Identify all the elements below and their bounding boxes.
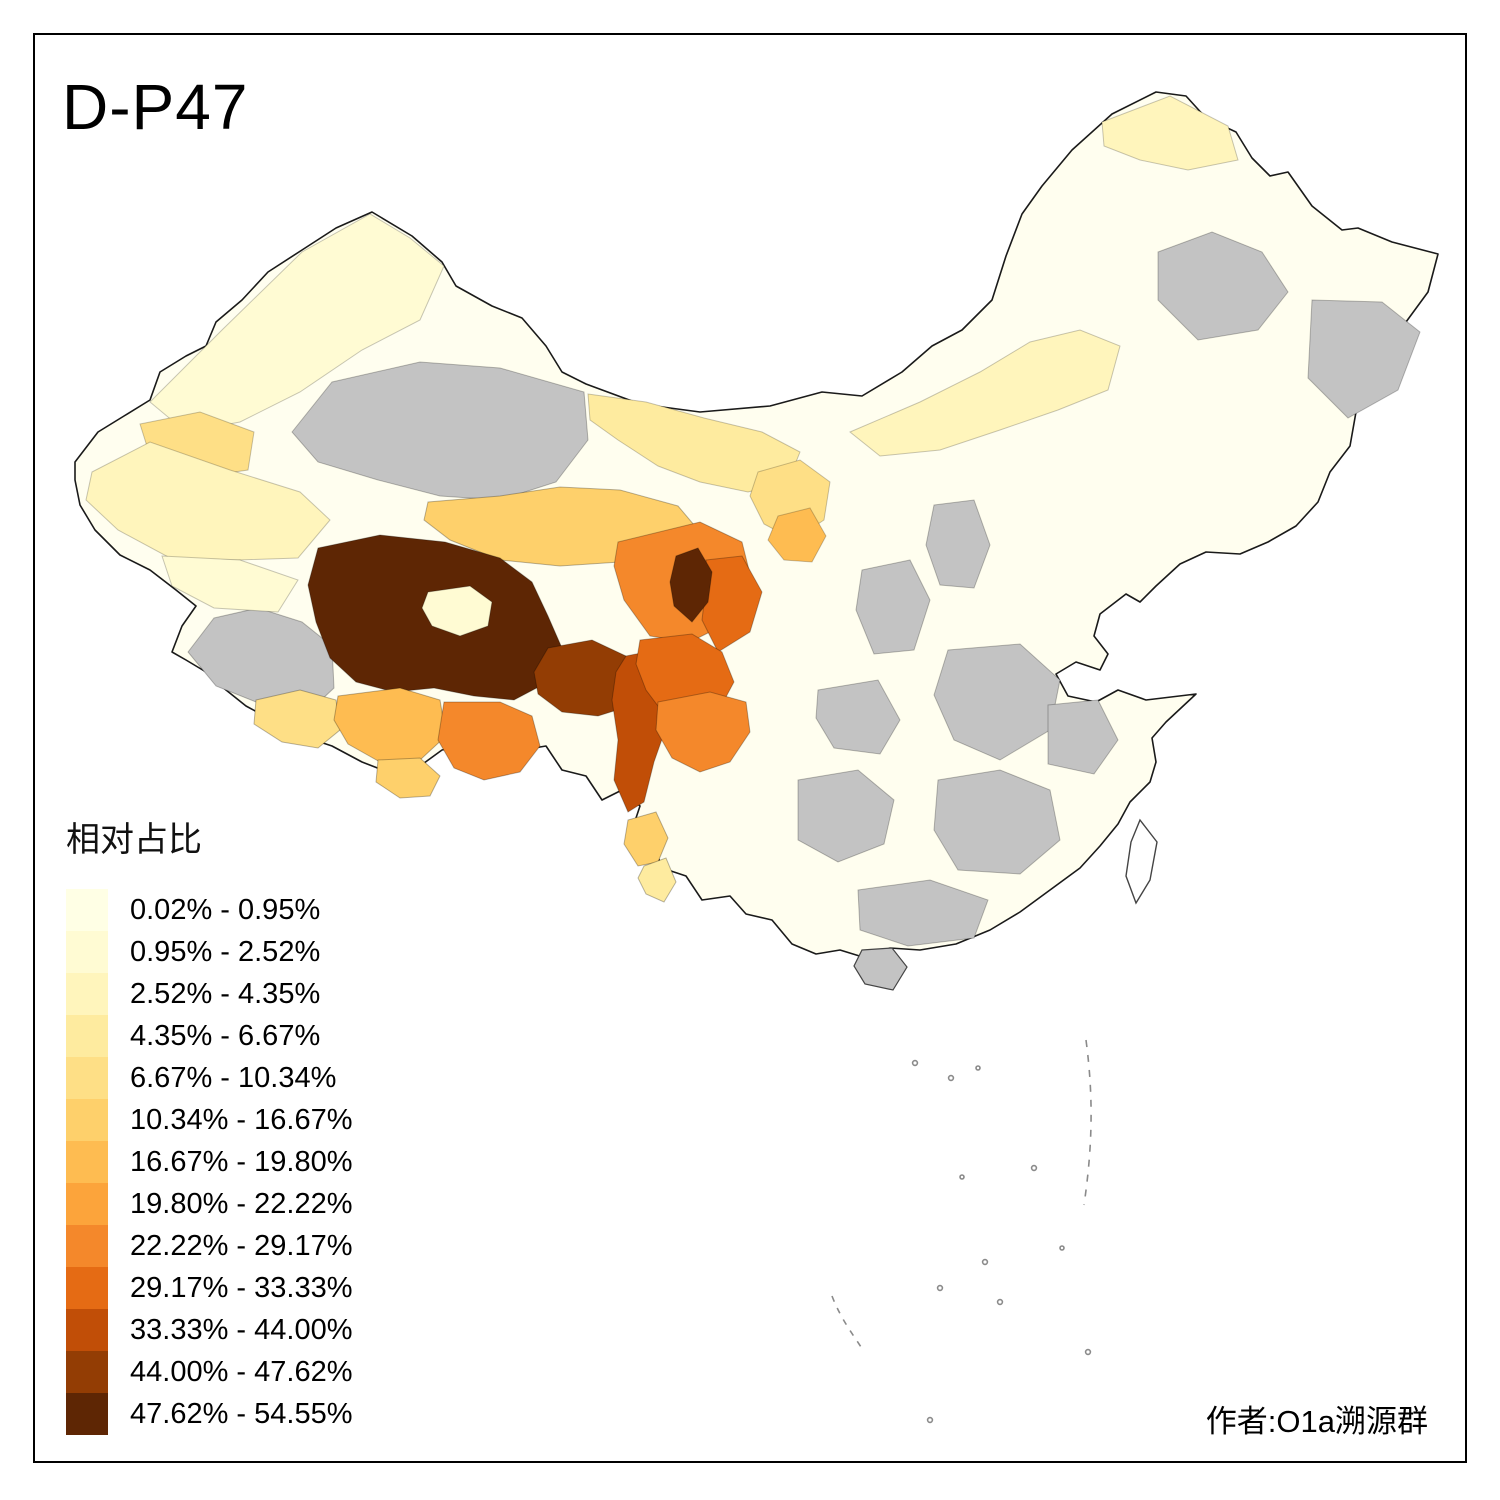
region-hotan bbox=[161, 555, 299, 613]
legend-swatch bbox=[66, 1309, 108, 1351]
region-chongqing-nodata bbox=[815, 679, 901, 755]
legend-swatch bbox=[66, 1141, 108, 1183]
region-tibet-west-nodata bbox=[187, 607, 335, 719]
legend-label: 16.67% - 19.80% bbox=[130, 1145, 353, 1178]
region-south-tibet-border bbox=[375, 757, 441, 799]
legend-item: 29.17% - 33.33% bbox=[66, 1267, 352, 1309]
legend-item: 10.34% - 16.67% bbox=[66, 1099, 352, 1141]
legend-item: 4.35% - 6.67% bbox=[66, 1015, 352, 1057]
scs-islet bbox=[975, 1065, 981, 1071]
taiwan-island bbox=[1125, 818, 1158, 905]
no-data-regions bbox=[187, 231, 1421, 947]
legend-item: 2.52% - 4.35% bbox=[66, 973, 352, 1015]
scs-islet bbox=[996, 1298, 1004, 1306]
legend-swatch bbox=[66, 1267, 108, 1309]
region-guangdong-nodata bbox=[857, 879, 989, 947]
legend-item: 6.67% - 10.34% bbox=[66, 1057, 352, 1099]
region-south-tibet-east bbox=[437, 701, 541, 781]
scs-islet bbox=[947, 1074, 955, 1082]
legend-swatch bbox=[66, 1057, 108, 1099]
legend-swatch bbox=[66, 1225, 108, 1267]
legend-label: 2.52% - 4.35% bbox=[130, 977, 321, 1010]
south-china-sea-marks bbox=[831, 1039, 1092, 1424]
scs-islet bbox=[1084, 1348, 1092, 1356]
scs-islet bbox=[911, 1059, 919, 1067]
legend-label: 29.17% - 33.33% bbox=[130, 1271, 353, 1304]
legend-label: 44.00% - 47.62% bbox=[130, 1355, 353, 1388]
legend-swatch bbox=[66, 1351, 108, 1393]
legend-swatch bbox=[66, 1015, 108, 1057]
legend: 相对占比 0.02% - 0.95% 0.95% - 2.52% 2.52% -… bbox=[66, 812, 352, 1435]
region-south-tibet-west bbox=[253, 689, 341, 749]
legend-item: 0.95% - 2.52% bbox=[66, 931, 352, 973]
legend-label: 0.02% - 0.95% bbox=[130, 893, 321, 926]
region-yunnan-west bbox=[637, 857, 677, 903]
plot-title: D-P47 bbox=[62, 71, 249, 143]
legend-item: 33.33% - 44.00% bbox=[66, 1309, 352, 1351]
legend-label: 0.95% - 2.52% bbox=[130, 935, 321, 968]
legend-label: 33.33% - 44.00% bbox=[130, 1313, 353, 1346]
legend-swatch bbox=[66, 1099, 108, 1141]
scs-islet bbox=[926, 1416, 934, 1424]
region-inner-mongolia bbox=[849, 329, 1121, 457]
legend-swatch bbox=[66, 931, 108, 973]
legend-label: 47.62% - 54.55% bbox=[130, 1397, 353, 1430]
legend-swatch bbox=[66, 889, 108, 931]
scs-islet bbox=[981, 1258, 989, 1266]
region-xinjiang-south bbox=[85, 441, 331, 561]
region-xinjiang-east-nodata bbox=[291, 361, 589, 501]
legend-swatch bbox=[66, 1183, 108, 1225]
legend-item: 16.67% - 19.80% bbox=[66, 1141, 352, 1183]
legend-swatch bbox=[66, 973, 108, 1015]
region-shaanxi-nodata bbox=[855, 559, 931, 655]
legend-item: 19.80% - 22.22% bbox=[66, 1183, 352, 1225]
region-henan-hubei-nodata bbox=[933, 643, 1061, 761]
scs-islet bbox=[1059, 1245, 1065, 1251]
high-value-regions bbox=[253, 486, 763, 903]
scs-dashed-line-2 bbox=[831, 1295, 865, 1353]
legend-item: 44.00% - 47.62% bbox=[66, 1351, 352, 1393]
low-value-regions bbox=[85, 95, 1239, 613]
region-guizhou-nodata bbox=[797, 769, 895, 863]
legend-label: 22.22% - 29.17% bbox=[130, 1229, 353, 1262]
scs-islet bbox=[936, 1284, 944, 1292]
region-jiangsu-nodata bbox=[1047, 699, 1119, 775]
region-changtang-enclave bbox=[421, 585, 493, 637]
legend-item: 22.22% - 29.17% bbox=[66, 1225, 352, 1267]
legend-rows: 0.02% - 0.95% 0.95% - 2.52% 2.52% - 4.35… bbox=[66, 889, 352, 1435]
region-lanzhou bbox=[767, 507, 827, 563]
scs-islet bbox=[1030, 1164, 1038, 1172]
islands bbox=[853, 818, 1158, 991]
scs-dashed-line-1 bbox=[1083, 1039, 1092, 1206]
region-northeast-nodata-2 bbox=[1307, 299, 1421, 419]
region-northeast-nodata-1 bbox=[1157, 231, 1289, 341]
legend-title: 相对占比 bbox=[66, 821, 202, 859]
legend-label: 10.34% - 16.67% bbox=[130, 1103, 353, 1136]
legend-swatch bbox=[66, 1393, 108, 1435]
legend-label: 4.35% - 6.67% bbox=[130, 1019, 321, 1052]
region-qinghai-hainan-dark bbox=[669, 547, 713, 623]
legend-label: 6.67% - 10.34% bbox=[130, 1061, 337, 1094]
region-hunan-jiangxi-nodata bbox=[933, 769, 1061, 875]
author-credit: 作者:O1a溯源群 bbox=[1205, 1404, 1428, 1439]
region-sichuan-southwest bbox=[655, 691, 751, 773]
scs-islet bbox=[959, 1174, 965, 1180]
legend-item: 47.62% - 54.55% bbox=[66, 1393, 352, 1435]
legend-label: 19.80% - 22.22% bbox=[130, 1187, 353, 1220]
region-shanxi-nodata bbox=[925, 499, 991, 589]
region-heilongjiang-north bbox=[1101, 95, 1239, 171]
legend-item: 0.02% - 0.95% bbox=[66, 889, 352, 931]
hainan-island bbox=[853, 947, 908, 991]
